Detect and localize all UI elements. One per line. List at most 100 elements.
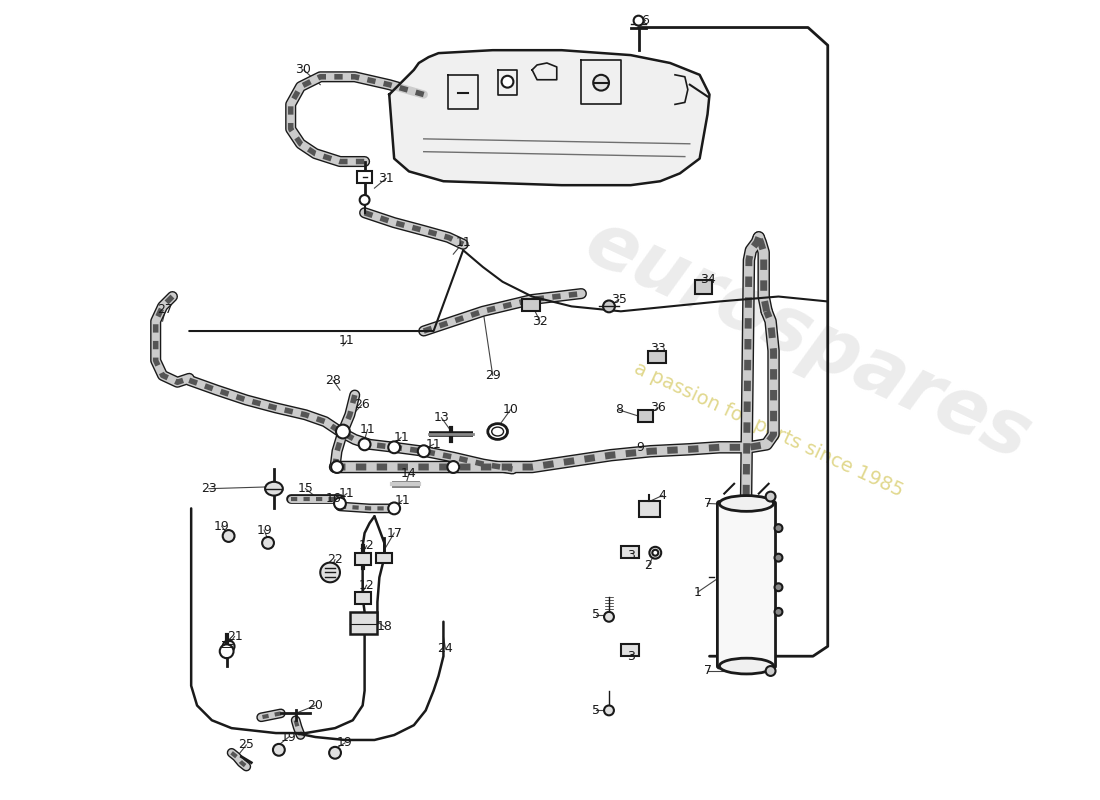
Text: 17: 17 xyxy=(386,526,403,539)
Text: 3: 3 xyxy=(627,650,635,662)
Text: 21: 21 xyxy=(227,630,242,643)
Circle shape xyxy=(222,530,234,542)
Text: 16: 16 xyxy=(326,492,341,505)
Circle shape xyxy=(774,524,782,532)
Text: 29: 29 xyxy=(485,369,501,382)
Polygon shape xyxy=(389,50,710,185)
Circle shape xyxy=(774,554,782,562)
Circle shape xyxy=(652,550,658,556)
Text: 4: 4 xyxy=(658,489,667,502)
Text: 11: 11 xyxy=(455,236,471,249)
Circle shape xyxy=(273,744,285,756)
Bar xyxy=(648,350,667,362)
Circle shape xyxy=(320,562,340,582)
Text: 30: 30 xyxy=(296,63,311,76)
Ellipse shape xyxy=(487,424,507,439)
Text: 15: 15 xyxy=(297,482,313,495)
Text: 8: 8 xyxy=(615,403,623,416)
Circle shape xyxy=(329,747,341,758)
Circle shape xyxy=(360,195,370,205)
Text: 3: 3 xyxy=(627,549,635,562)
Circle shape xyxy=(331,461,343,473)
Text: 10: 10 xyxy=(503,403,518,416)
Text: 35: 35 xyxy=(610,293,627,306)
Ellipse shape xyxy=(265,482,283,495)
Text: a passion for parts since 1985: a passion for parts since 1985 xyxy=(631,358,906,501)
Bar xyxy=(638,410,653,422)
Text: 12: 12 xyxy=(359,539,374,552)
Bar xyxy=(620,546,638,558)
Circle shape xyxy=(649,547,661,558)
Bar xyxy=(638,502,660,518)
Text: 1: 1 xyxy=(694,586,702,598)
Text: 27: 27 xyxy=(157,303,174,316)
Text: 24: 24 xyxy=(438,642,453,655)
Text: 20: 20 xyxy=(307,699,323,712)
Text: 6: 6 xyxy=(641,14,649,27)
Text: 5: 5 xyxy=(592,704,601,717)
Ellipse shape xyxy=(492,427,504,436)
Text: 25: 25 xyxy=(239,738,254,751)
Circle shape xyxy=(262,537,274,549)
Circle shape xyxy=(766,492,775,502)
Text: 12: 12 xyxy=(359,578,374,592)
Bar xyxy=(695,280,713,294)
Circle shape xyxy=(502,76,514,88)
Circle shape xyxy=(448,461,459,473)
Bar xyxy=(620,644,638,656)
Text: 23: 23 xyxy=(201,482,217,495)
Text: 18: 18 xyxy=(376,620,393,633)
Bar xyxy=(376,553,393,562)
Text: 14: 14 xyxy=(402,467,417,481)
Text: 28: 28 xyxy=(326,374,341,386)
Text: 33: 33 xyxy=(650,342,667,355)
Text: 5: 5 xyxy=(592,608,601,622)
Circle shape xyxy=(766,666,775,676)
Circle shape xyxy=(593,75,609,90)
Text: 32: 32 xyxy=(532,314,548,328)
Bar xyxy=(356,171,373,183)
Text: 19: 19 xyxy=(280,730,297,743)
Text: 2: 2 xyxy=(645,559,652,572)
Text: 36: 36 xyxy=(650,402,667,414)
Bar xyxy=(354,592,371,604)
Text: 19: 19 xyxy=(213,520,230,533)
Circle shape xyxy=(222,641,234,652)
Circle shape xyxy=(774,608,782,616)
Circle shape xyxy=(336,425,350,438)
FancyBboxPatch shape xyxy=(717,502,776,668)
Text: 11: 11 xyxy=(394,494,410,507)
Text: 19: 19 xyxy=(256,523,272,537)
Text: 11: 11 xyxy=(393,431,409,444)
Circle shape xyxy=(604,612,614,622)
Circle shape xyxy=(634,16,643,26)
Circle shape xyxy=(418,446,430,457)
Bar xyxy=(354,553,371,565)
Ellipse shape xyxy=(719,658,773,674)
Text: 13: 13 xyxy=(433,411,449,424)
Text: 34: 34 xyxy=(700,274,715,286)
Circle shape xyxy=(603,301,615,312)
Ellipse shape xyxy=(719,495,773,511)
Text: 7: 7 xyxy=(704,497,712,510)
Text: 26: 26 xyxy=(354,398,370,411)
Text: 11: 11 xyxy=(360,423,375,436)
Circle shape xyxy=(359,438,371,450)
Text: 11: 11 xyxy=(339,487,354,500)
Bar xyxy=(350,612,377,634)
Text: 31: 31 xyxy=(378,172,394,185)
Circle shape xyxy=(604,706,614,715)
Text: 22: 22 xyxy=(327,553,343,566)
Circle shape xyxy=(388,502,400,514)
Text: 11: 11 xyxy=(426,438,441,451)
Circle shape xyxy=(220,644,233,658)
Text: 19: 19 xyxy=(337,737,353,750)
Text: eurospares: eurospares xyxy=(573,206,1043,477)
Bar xyxy=(522,299,540,311)
Text: 7: 7 xyxy=(704,665,712,678)
Circle shape xyxy=(334,498,345,510)
Circle shape xyxy=(388,442,400,454)
Text: 9: 9 xyxy=(637,441,645,454)
Circle shape xyxy=(774,583,782,591)
Text: 11: 11 xyxy=(339,334,354,347)
